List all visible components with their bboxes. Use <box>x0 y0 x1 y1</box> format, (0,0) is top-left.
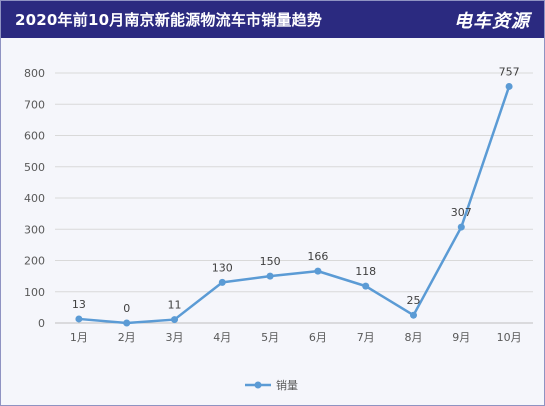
data-point <box>410 311 417 319</box>
y-tick-label: 600 <box>24 130 45 143</box>
y-tick-label: 200 <box>24 255 45 268</box>
series-line <box>78 86 511 325</box>
legend-marker-dot <box>254 381 262 389</box>
data-label: 11 <box>168 299 182 312</box>
y-tick-label: 500 <box>24 161 45 174</box>
x-tick-label: 9月 <box>452 331 470 344</box>
y-tick-label: 700 <box>24 98 45 111</box>
data-point <box>362 282 370 290</box>
x-tick-label: 6月 <box>309 331 327 344</box>
title-bar: 2020年前10月南京新能源物流车市销量趋势 电车资源 <box>1 1 544 38</box>
legend: 销量 <box>245 378 298 392</box>
x-tick-label: 10月 <box>497 331 522 344</box>
brand-logo: 电车资源 <box>454 11 530 32</box>
data-label: 166 <box>307 250 328 263</box>
x-tick-label: 5月 <box>261 331 279 344</box>
y-tick-label: 0 <box>38 317 45 330</box>
data-label: 0 <box>123 302 130 315</box>
data-point <box>75 315 83 323</box>
data-point <box>505 82 513 90</box>
y-axis-ticks: 0 100 200 300 400 500 600 700 800 <box>24 67 45 330</box>
x-tick-label: 7月 <box>357 331 375 344</box>
data-point <box>266 272 274 280</box>
x-tick-label: 3月 <box>166 331 184 344</box>
data-label: 25 <box>407 294 421 307</box>
gridlines <box>55 72 533 324</box>
data-label: 118 <box>355 265 376 278</box>
data-point <box>171 316 178 324</box>
data-label: 130 <box>212 261 233 274</box>
series-layer <box>75 82 513 327</box>
y-tick-label: 300 <box>24 223 45 236</box>
data-point <box>123 319 131 327</box>
line-chart: 0 100 200 300 400 500 600 700 800 1月 2月 3月 4月 5月 6月 7月… <box>24 65 533 392</box>
data-label: 13 <box>72 298 86 311</box>
y-tick-label: 400 <box>24 192 45 205</box>
data-label: 150 <box>260 255 281 268</box>
y-tick-label: 800 <box>24 67 45 80</box>
x-axis-ticks: 1月 2月 3月 4月 5月 6月 7月 8月 9月 10月 <box>70 331 522 344</box>
chart-title: 2020年前10月南京新能源物流车市销量趋势 <box>15 11 323 29</box>
data-point <box>218 278 226 286</box>
legend-label: 销量 <box>276 378 298 392</box>
data-point <box>457 223 465 231</box>
data-point <box>314 267 322 275</box>
x-tick-label: 1月 <box>70 331 88 344</box>
x-tick-label: 2月 <box>118 331 136 344</box>
data-label: 307 <box>451 206 472 219</box>
y-tick-label: 100 <box>24 286 45 299</box>
x-tick-label: 4月 <box>213 331 231 344</box>
data-label: 757 <box>499 65 520 78</box>
x-tick-label: 8月 <box>405 331 423 344</box>
